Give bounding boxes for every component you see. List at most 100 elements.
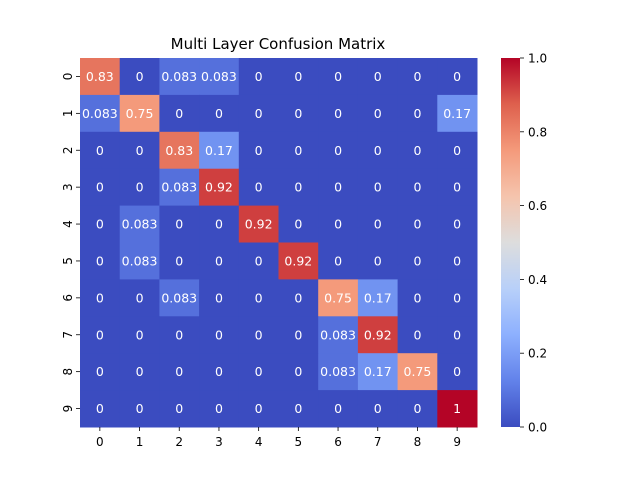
heatmap-cell — [397, 131, 438, 170]
heatmap-cell — [159, 58, 200, 96]
cell-value-label: 0 — [136, 69, 144, 84]
colorbar-tick-label: 0.4 — [528, 273, 547, 287]
y-tick-label: 1 — [61, 110, 75, 118]
heatmap-cell — [357, 279, 399, 317]
heatmap-cell — [318, 168, 359, 207]
cell-value-label: 0 — [255, 69, 263, 84]
cell-value-label: 0 — [453, 180, 461, 195]
heatmap-cell — [159, 205, 200, 243]
cell-value-label: 0 — [413, 180, 421, 195]
x-tick-label: 5 — [295, 435, 303, 449]
cell-value-label: 0.92 — [284, 253, 312, 268]
cell-value-label: 0 — [374, 217, 382, 232]
heatmap-cell — [318, 94, 359, 133]
heatmap-cell — [159, 131, 200, 170]
heatmap-cell — [357, 131, 399, 170]
heatmap-cell — [437, 168, 478, 207]
heatmap-cell — [159, 316, 200, 354]
cell-value-label: 0.92 — [205, 180, 233, 195]
heatmap-cell — [159, 353, 200, 391]
cell-value-label: 0.17 — [443, 106, 471, 121]
heatmap-cell — [119, 168, 160, 207]
cell-value-label: 0 — [294, 180, 302, 195]
cell-value-label: 0 — [136, 401, 144, 416]
heatmap-cell — [199, 58, 240, 96]
heatmap-cell — [437, 242, 478, 280]
cell-value-label: 0.17 — [364, 364, 392, 379]
heatmap-cell — [159, 94, 200, 133]
heatmap-cell — [80, 242, 121, 280]
cell-value-label: 0 — [413, 290, 421, 305]
cell-value-label: 0 — [294, 290, 302, 305]
heatmap-cell — [437, 131, 478, 170]
x-axis: 0 1 2 3 4 5 6 7 8 9 — [96, 427, 461, 449]
heatmap-cell — [357, 168, 399, 207]
colorbar-gradient — [501, 58, 520, 427]
heatmap-cell — [199, 353, 240, 391]
cell-value-label: 0 — [96, 364, 104, 379]
cell-value-label: 0.83 — [165, 143, 193, 158]
cell-value-label: 0 — [334, 217, 342, 232]
cell-value-label: 0 — [215, 364, 223, 379]
x-tick-label: 4 — [255, 435, 263, 449]
cell-value-label: 0 — [96, 217, 104, 232]
cell-value-label: 0 — [294, 217, 302, 232]
heatmap-cell — [357, 205, 399, 243]
x-tick-label: 8 — [414, 435, 422, 449]
heatmap-cell — [278, 94, 319, 133]
heatmap-cell — [199, 390, 240, 428]
heatmap-cell — [397, 94, 438, 133]
y-tick-label: 5 — [61, 257, 75, 265]
heatmap-cell — [238, 168, 279, 207]
cell-value-label: 0 — [453, 290, 461, 305]
cell-value-label: 0.83 — [86, 69, 114, 84]
cell-value-label: 0 — [334, 401, 342, 416]
cell-value-label: 0 — [294, 106, 302, 121]
cell-value-label: 0 — [255, 253, 263, 268]
heatmap-cell — [397, 242, 438, 280]
cell-value-label: 0.083 — [161, 290, 197, 305]
x-tick-label: 3 — [215, 435, 223, 449]
heatmap-cell — [238, 94, 279, 133]
heatmap-cell — [397, 390, 438, 428]
x-tick-label: 0 — [96, 435, 104, 449]
x-tick-label: 7 — [374, 435, 382, 449]
heatmap-cell — [199, 168, 240, 207]
heatmap-cell — [80, 205, 121, 243]
cell-value-label: 0.92 — [245, 217, 273, 232]
cell-value-label: 0 — [374, 143, 382, 158]
heatmap-cell — [437, 58, 478, 96]
colorbar-tick-label: 0.2 — [528, 347, 547, 361]
heatmap-cell — [159, 279, 200, 317]
cell-value-label: 0 — [255, 143, 263, 158]
heatmap-cell — [119, 131, 160, 170]
cell-value-label: 0 — [294, 327, 302, 342]
heatmap-cell — [357, 94, 399, 133]
heatmap-cell — [238, 242, 279, 280]
cell-value-label: 0 — [453, 69, 461, 84]
cell-value-label: 0 — [374, 69, 382, 84]
heatmap-cell — [278, 279, 319, 317]
heatmap-cell — [238, 58, 279, 96]
cell-value-label: 0 — [413, 143, 421, 158]
colorbar-tick-label: 1.0 — [528, 52, 547, 66]
heatmap-cell — [80, 168, 121, 207]
x-tick-label: 2 — [175, 435, 183, 449]
colorbar-tick-label: 0.8 — [528, 125, 547, 139]
cell-value-label: 0 — [374, 253, 382, 268]
cell-value-label: 0.083 — [161, 69, 197, 84]
heatmap-cell — [80, 94, 121, 133]
y-axis: 0 1 2 3 4 5 6 7 8 9 — [61, 73, 80, 412]
heatmap-cell — [437, 390, 478, 428]
heatmap-cell — [357, 58, 399, 96]
cell-value-label: 0 — [413, 69, 421, 84]
heatmap-cell — [80, 316, 121, 354]
cell-value-label: 0 — [215, 253, 223, 268]
heatmap-cell — [199, 94, 240, 133]
cell-value-label: 0 — [96, 180, 104, 195]
heatmap-cell — [318, 353, 359, 391]
cell-value-label: 0.083 — [320, 364, 356, 379]
cell-value-label: 0.17 — [205, 143, 233, 158]
cell-value-label: 0.75 — [404, 364, 432, 379]
cell-value-label: 0 — [413, 106, 421, 121]
